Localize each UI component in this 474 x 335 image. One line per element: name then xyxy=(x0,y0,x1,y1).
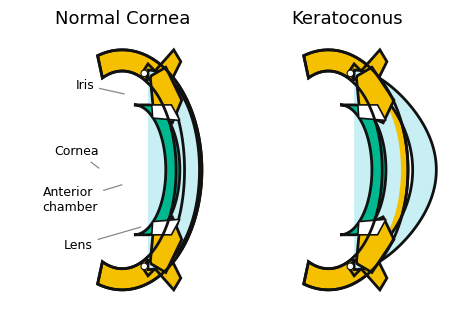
Polygon shape xyxy=(358,219,386,235)
Polygon shape xyxy=(150,67,182,123)
Circle shape xyxy=(347,70,354,77)
Polygon shape xyxy=(354,79,401,260)
Polygon shape xyxy=(354,70,436,270)
Polygon shape xyxy=(152,219,180,235)
Circle shape xyxy=(141,70,147,77)
Text: Iris: Iris xyxy=(75,79,124,94)
Text: Normal Cornea: Normal Cornea xyxy=(55,10,190,28)
Polygon shape xyxy=(143,255,181,290)
Polygon shape xyxy=(349,255,387,290)
Polygon shape xyxy=(358,105,386,121)
Circle shape xyxy=(347,263,354,270)
Polygon shape xyxy=(134,105,180,235)
Polygon shape xyxy=(349,50,387,85)
Polygon shape xyxy=(148,79,184,260)
Polygon shape xyxy=(148,70,200,270)
Circle shape xyxy=(141,263,147,270)
Polygon shape xyxy=(356,67,394,123)
Polygon shape xyxy=(340,105,386,235)
Polygon shape xyxy=(98,50,202,290)
Polygon shape xyxy=(356,217,394,272)
Text: Anterior
chamber: Anterior chamber xyxy=(43,185,122,214)
Polygon shape xyxy=(304,50,408,290)
Text: Lens: Lens xyxy=(64,227,141,252)
Polygon shape xyxy=(143,50,181,85)
Polygon shape xyxy=(152,105,180,121)
Text: Keratoconus: Keratoconus xyxy=(291,10,403,28)
Polygon shape xyxy=(150,217,182,272)
Text: Cornea: Cornea xyxy=(55,144,99,168)
